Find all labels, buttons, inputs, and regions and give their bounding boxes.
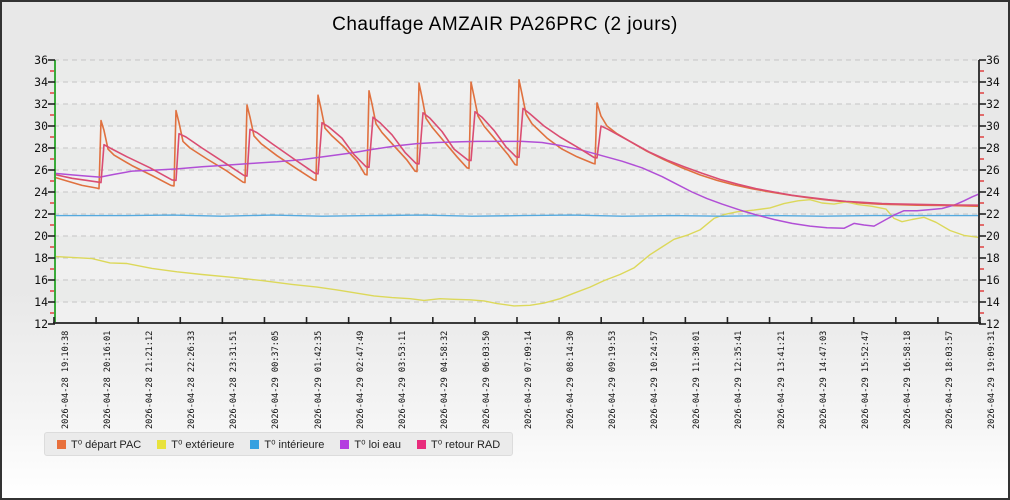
x-axis-label: 2026-04-28 19:10:38 (61, 330, 71, 429)
y-axis-label-left: 12 (34, 317, 48, 331)
x-axis-label: 2026-04-29 15:52:47 (860, 330, 871, 429)
y-axis-label-left: 14 (34, 295, 48, 309)
y-axis-label-right: 14 (986, 295, 1000, 309)
x-axis-label: 2026-04-29 00:37:05 (271, 330, 282, 429)
legend-item: T⁰ intérieure (250, 438, 324, 451)
x-axis-label: 2026-04-28 21:21:12 (145, 330, 156, 429)
x-axis-label: 2026-04-29 09:19:53 (608, 330, 619, 429)
series-line (53, 78, 981, 208)
legend-swatch-icon (157, 439, 167, 449)
legend-label: T⁰ départ PAC (71, 438, 142, 451)
legend-label: T⁰ retour RAD (431, 438, 501, 451)
x-axis-label: 2026-04-29 06:03:50 (481, 330, 492, 429)
y-axis-label-right: 12 (986, 317, 1000, 331)
x-axis-label: 2026-04-29 01:42:35 (313, 330, 324, 429)
x-axis-label: 2026-04-28 20:16:01 (103, 330, 114, 429)
legend-label: T⁰ intérieure (264, 438, 325, 451)
chart-plot-svg (48, 59, 986, 325)
x-axis-label: 2026-04-29 08:14:30 (566, 330, 577, 429)
legend-swatch-icon (417, 439, 426, 449)
series-line (53, 198, 981, 307)
legend-item: T⁰ retour RAD (417, 438, 500, 451)
y-axis-label-right: 28 (986, 141, 1000, 155)
legend-label: T⁰ loi eau (354, 438, 401, 451)
series-line (53, 140, 981, 230)
y-axis-label-right: 18 (986, 251, 1000, 265)
legend-label: T⁰ extérieure (171, 438, 235, 451)
y-axis-label-right: 32 (986, 97, 1000, 111)
x-axis-label: 2026-04-29 10:24:57 (650, 330, 661, 429)
x-axis-label: 2026-04-29 07:09:14 (524, 330, 534, 429)
x-axis-label: 2026-04-29 11:30:01 (692, 330, 703, 429)
y-axis-label-right: 34 (986, 75, 1000, 89)
x-axis-label: 2026-04-29 19:09:31 (987, 330, 997, 429)
x-axis-label: 2026-04-28 22:26:33 (187, 330, 198, 429)
legend-swatch-icon (250, 439, 260, 449)
y-axis-label-right: 20 (986, 229, 1000, 243)
series-line (53, 107, 981, 206)
x-axis-label: 2026-04-29 02:47:49 (355, 330, 366, 429)
y-axis-label-left: 20 (34, 229, 48, 243)
y-axis-label-left: 32 (34, 97, 48, 111)
y-axis-label-right: 24 (986, 185, 1000, 199)
y-axis-label-right: 30 (986, 119, 1000, 133)
y-axis-label-left: 16 (34, 273, 48, 287)
y-axis-label-left: 28 (34, 141, 48, 155)
legend-item: T⁰ extérieure (157, 438, 234, 451)
y-axis-label-right: 16 (986, 273, 1000, 287)
x-axis-label: 2026-04-29 16:58:18 (902, 330, 913, 429)
y-axis-label-right: 22 (986, 207, 1000, 221)
x-axis-label: 2026-04-29 04:58:32 (439, 330, 450, 429)
y-axis-label-left: 24 (34, 185, 48, 199)
legend-item: T⁰ loi eau (340, 438, 401, 451)
legend: T⁰ départ PAC T⁰ extérieure T⁰ intérieure T… (44, 432, 514, 456)
chart-title: Chauffage AMZAIR PA26PRC (2 jours) (332, 14, 678, 35)
legend-swatch-icon (57, 439, 66, 449)
x-axis-label: 2026-04-29 12:35:41 (734, 330, 745, 429)
x-axis-label: 2026-04-29 14:47:03 (818, 330, 829, 429)
x-axis-label: 2026-04-29 03:53:11 (397, 330, 408, 429)
y-axis-label-left: 30 (34, 119, 48, 133)
y-axis-label-left: 36 (34, 53, 48, 67)
plot-area (48, 59, 986, 325)
y-axis-label-right: 36 (986, 53, 1000, 67)
y-axis-label-left: 18 (34, 251, 48, 265)
y-axis-label-left: 26 (34, 163, 48, 177)
y-axis-label-right: 26 (986, 163, 1000, 177)
x-axis-label: 2026-04-28 23:31:51 (229, 330, 240, 429)
y-axis-label-left: 34 (34, 75, 48, 89)
legend-swatch-icon (340, 439, 350, 449)
legend-item: T⁰ départ PAC (57, 438, 141, 451)
y-axis-label-left: 22 (34, 207, 48, 221)
x-axis-label: 2026-04-29 13:41:21 (776, 330, 787, 429)
x-axis-label: 2026-04-29 18:03:57 (944, 330, 955, 429)
series-line (54, 214, 980, 217)
